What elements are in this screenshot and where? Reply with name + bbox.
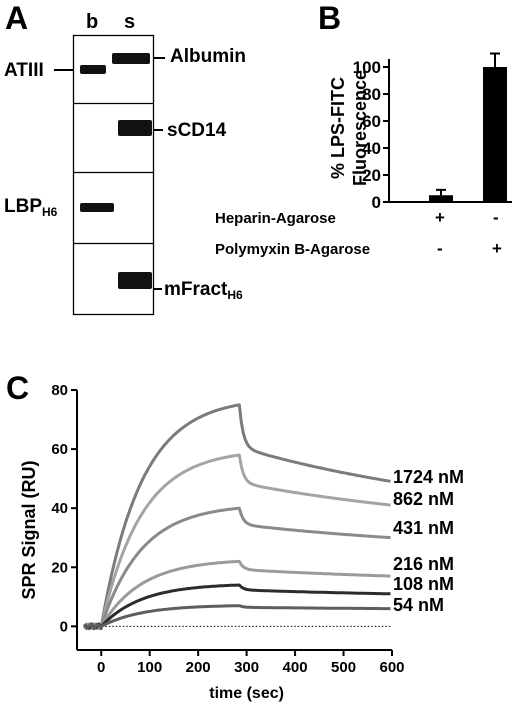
- y-tick-label: 80: [51, 382, 68, 399]
- series-label: 431 nM: [393, 518, 454, 538]
- panel-letter-a: A: [5, 0, 29, 36]
- blot-label-scd14: sCD14: [167, 120, 227, 141]
- panel-letter-b: B: [318, 0, 342, 36]
- y-tick-label: 0: [60, 618, 68, 635]
- blot-label-atiii: ATIII: [4, 60, 44, 81]
- condition-sign: +: [492, 239, 502, 258]
- x-axis-label: time (sec): [209, 685, 284, 702]
- blot-label-lbp: LBPH6: [4, 196, 58, 219]
- lane-label-b: b: [86, 11, 99, 33]
- series-label: 108 nM: [393, 574, 454, 594]
- panel-letter-c: C: [6, 370, 30, 406]
- condition-sign: -: [493, 208, 499, 227]
- y-tick-label: 60: [51, 441, 68, 458]
- series-line: [83, 403, 391, 630]
- y-tick-label: 20: [362, 166, 381, 185]
- condition-label-heparin: Heparin-Agarose: [215, 210, 336, 227]
- series-label: 216 nM: [393, 554, 454, 574]
- x-tick-label: 300: [234, 659, 259, 676]
- series-label: 54 nM: [393, 595, 444, 615]
- blot-band: [80, 65, 106, 74]
- x-tick-label: 600: [379, 659, 404, 676]
- bar: [483, 67, 507, 202]
- series-label: 1724 nM: [393, 467, 464, 487]
- blot-band: [80, 203, 114, 212]
- y-axis-label: SPR Signal (RU): [19, 460, 39, 599]
- condition-label-polymyxin: Polymyxin B-Agarose: [215, 241, 371, 258]
- blot-band: [118, 272, 152, 289]
- blot-label-albumin: Albumin: [170, 46, 246, 67]
- series-line: [82, 506, 391, 630]
- series-line: [82, 604, 391, 631]
- condition-sign: -: [437, 239, 443, 258]
- x-tick-label: 100: [137, 659, 162, 676]
- blot-band: [112, 53, 150, 64]
- y-tick-label: 0: [372, 193, 381, 212]
- condition-sign: +: [435, 208, 445, 227]
- blot-label-mfract: mFractH6: [164, 279, 243, 302]
- series-line: [83, 559, 391, 631]
- y-axis-label-line-1: % LPS-FITC: [328, 77, 348, 179]
- x-tick-label: 0: [97, 659, 105, 676]
- blot-band: [118, 120, 152, 136]
- y-tick-label: 100: [353, 58, 381, 77]
- series-line: [83, 583, 391, 630]
- y-tick-label: 40: [362, 139, 381, 158]
- series-label: 862 nM: [393, 489, 454, 509]
- x-tick-label: 200: [186, 659, 211, 676]
- y-tick-label: 40: [51, 500, 68, 517]
- series-line: [83, 453, 391, 631]
- x-tick-label: 500: [331, 659, 356, 676]
- lane-label-s: s: [124, 11, 136, 33]
- y-tick-label: 20: [51, 559, 68, 576]
- bar: [429, 195, 453, 202]
- x-tick-label: 400: [283, 659, 308, 676]
- y-axis-label-line-2: Fluorescence: [350, 70, 370, 186]
- y-tick-label: 60: [362, 112, 381, 131]
- y-tick-label: 80: [362, 85, 381, 104]
